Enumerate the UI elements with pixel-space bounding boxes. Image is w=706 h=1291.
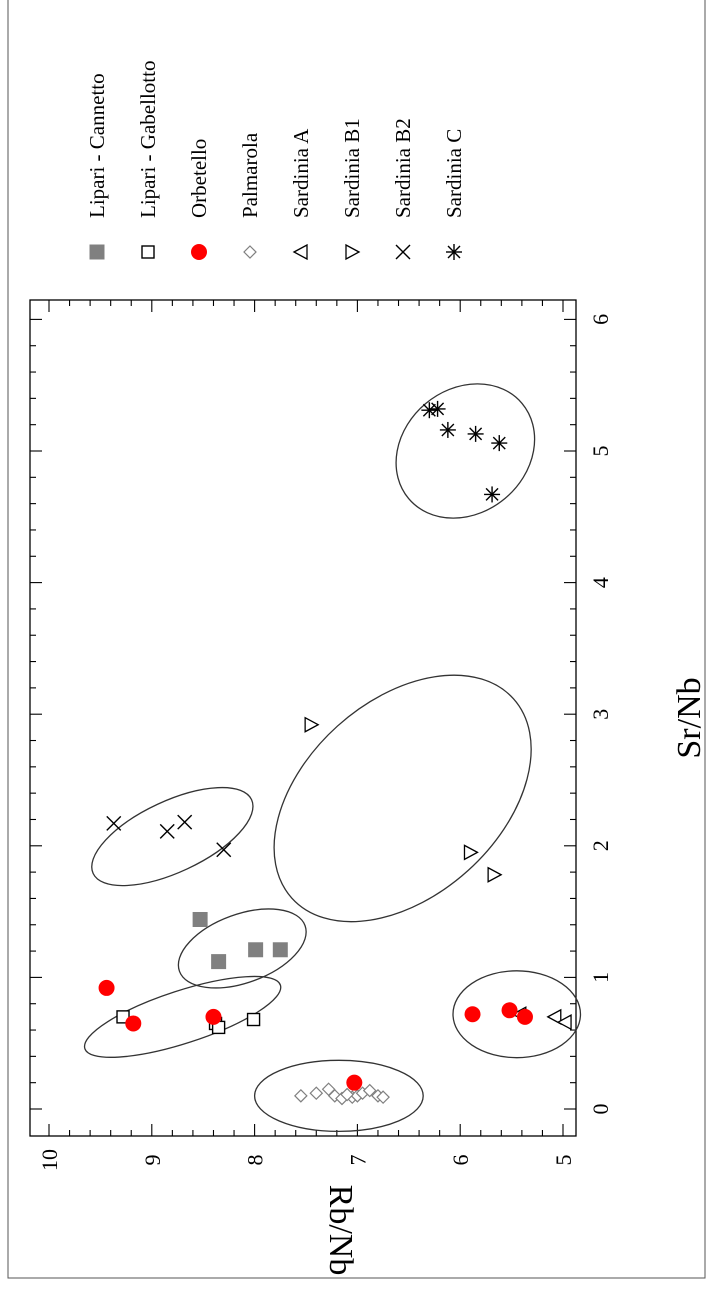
data-points	[98, 400, 572, 1106]
group-ellipse	[395, 383, 536, 519]
data-point	[467, 425, 484, 442]
x-tick-label: 2	[588, 840, 613, 851]
data-point	[211, 954, 227, 970]
legend-marker	[243, 245, 257, 259]
y-tick-label: 5	[551, 1155, 576, 1166]
legend-label: Lipari - Gabellotto	[136, 61, 160, 218]
group-ellipse	[452, 970, 582, 1059]
data-point	[205, 1008, 222, 1025]
x-tick-label: 0	[588, 1104, 613, 1115]
data-point	[464, 1006, 481, 1023]
data-point	[421, 402, 438, 419]
data-point	[439, 421, 456, 438]
y-tick-label: 7	[345, 1155, 370, 1166]
legend-marker	[345, 243, 361, 261]
y-tick-label: 8	[243, 1155, 268, 1166]
data-point	[546, 1008, 562, 1025]
data-point	[346, 1074, 363, 1091]
legend-label: Sardinia C	[442, 129, 466, 218]
data-point	[248, 942, 264, 958]
y-tick-label: 9	[140, 1155, 165, 1166]
legend-label: Sardinia A	[289, 128, 313, 218]
data-point	[309, 1086, 324, 1101]
data-point	[516, 1008, 533, 1025]
plot-area	[29, 299, 577, 1137]
legend-label: Sardinia B1	[340, 118, 364, 218]
data-point	[556, 1014, 572, 1031]
legend-marker	[141, 245, 155, 259]
data-point	[484, 486, 501, 503]
x-tick-label: 3	[588, 709, 613, 720]
legend-label: Lipari - Cannetto	[85, 73, 109, 218]
data-point	[192, 911, 208, 927]
data-point	[376, 1090, 390, 1105]
data-point	[362, 1083, 377, 1098]
data-point	[125, 1015, 142, 1032]
legend-label: Orbetello	[187, 139, 211, 218]
legend-marker	[89, 244, 105, 260]
data-point	[294, 1088, 308, 1103]
data-point	[246, 1012, 261, 1027]
y-tick-label: 6	[448, 1155, 473, 1166]
data-point	[463, 844, 479, 861]
group-ellipse	[177, 908, 307, 989]
y-tick-label: 10	[37, 1149, 62, 1171]
group-ellipses	[83, 383, 582, 1133]
y-tick-labels: 5 6 7 8 9 10	[37, 1149, 576, 1171]
legend-label: Palmarola	[238, 132, 262, 218]
x-tick-label: 1	[588, 972, 613, 983]
data-point	[98, 979, 115, 996]
legend: Lipari - Cannetto Lipari - Gabellotto Orbe…	[85, 61, 466, 261]
legend-marker	[446, 244, 462, 260]
tick-marks	[30, 300, 576, 1136]
legend-label: Sardinia B2	[391, 118, 415, 218]
data-point	[340, 1087, 354, 1102]
data-point	[429, 400, 446, 417]
data-point	[487, 866, 503, 883]
data-point	[501, 1002, 518, 1019]
x-tick-label: 4	[588, 577, 613, 588]
legend-marker	[191, 244, 207, 260]
legend-marker	[395, 244, 411, 260]
x-tick-labels: 0 1 2 3 4 5 6	[588, 314, 613, 1115]
group-ellipse	[91, 786, 254, 887]
data-point	[177, 814, 193, 830]
x-tick-label: 5	[588, 446, 613, 457]
x-tick-label: 6	[588, 314, 613, 325]
x-axis-title: Sr/Nb	[671, 677, 706, 758]
data-point	[159, 823, 175, 839]
group-ellipse	[83, 975, 282, 1058]
figure-frame	[7, 0, 706, 1279]
data-point	[304, 716, 320, 733]
group-ellipse	[273, 674, 532, 923]
data-point	[106, 815, 122, 831]
legend-marker	[292, 243, 308, 261]
data-point	[491, 435, 508, 452]
y-axis-title: Rb/Nb	[322, 1185, 359, 1276]
data-point	[216, 842, 232, 858]
data-point	[272, 942, 288, 958]
group-ellipse	[253, 1059, 424, 1133]
